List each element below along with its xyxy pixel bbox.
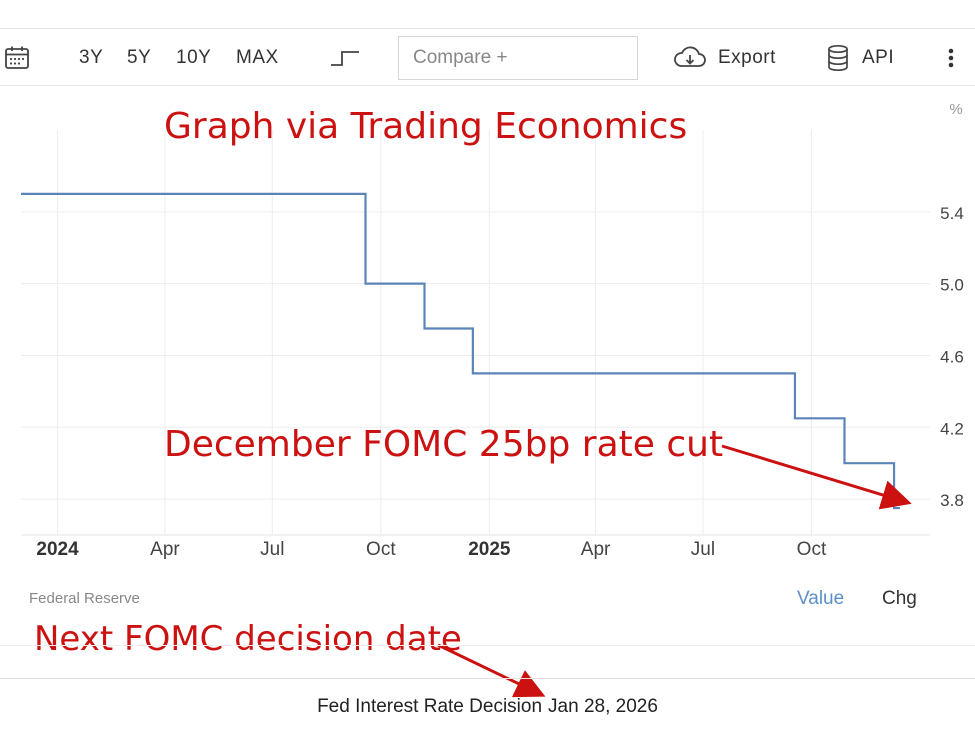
y-unit-label: % — [949, 101, 962, 118]
x-tick-label: Oct — [366, 539, 396, 560]
vertical-dots-icon — [948, 48, 954, 68]
range-max-button[interactable]: MAX — [236, 29, 279, 87]
export-button[interactable]: Export — [672, 29, 776, 87]
source-label: Federal Reserve — [29, 590, 140, 607]
range-3y-label: 3Y — [79, 47, 104, 68]
next-decision-annotation: Next FOMC decision date — [34, 619, 546, 698]
footer-divider-bottom — [0, 678, 975, 679]
step-line-icon — [331, 51, 359, 66]
x-tick-label: 2024 — [36, 539, 79, 560]
chart-type-button[interactable] — [328, 29, 362, 87]
x-tick-label: Jul — [260, 539, 284, 560]
more-options-button[interactable] — [944, 29, 958, 87]
tab-value[interactable]: Value — [797, 588, 845, 609]
x-tick-label: Jul — [691, 539, 715, 560]
y-tick-label: 4.6 — [940, 347, 964, 366]
range-max-label: MAX — [236, 47, 279, 68]
database-icon — [828, 44, 848, 72]
annotation-next-decision: Next FOMC decision date — [34, 619, 462, 659]
x-tick-label: 2025 — [468, 539, 511, 560]
next-decision-arrow — [437, 643, 546, 698]
tab-chg[interactable]: Chg — [882, 588, 917, 609]
api-label: API — [862, 47, 895, 68]
range-5y-label: 5Y — [127, 47, 152, 68]
y-tick-label: 4.2 — [940, 419, 964, 438]
rate-cut-arrow — [721, 444, 912, 510]
range-3y-button[interactable]: 3Y — [79, 29, 103, 87]
x-tick-label: Apr — [150, 539, 180, 560]
annotation-header: Graph via Trading Economics — [164, 106, 687, 147]
x-tick-label: Apr — [581, 539, 611, 560]
range-10y-label: 10Y — [176, 47, 212, 68]
range-10y-button[interactable]: 10Y — [176, 29, 211, 87]
next-decision-row[interactable]: Fed Interest Rate Decision Jan 28, 2026 — [0, 696, 975, 718]
chart-toolbar: 3Y 5Y 10Y MAX Export API — [0, 28, 975, 86]
chart-area: 2024 Apr Jul Oct 2025 Apr Jul Oct 3.8 4.2 4.6 5.0 5… — [21, 101, 964, 560]
y-tick-label: 3.8 — [940, 491, 964, 510]
footer-divider-top — [0, 645, 975, 646]
y-tick-label: 5.4 — [940, 204, 964, 223]
cloud-download-icon — [674, 46, 706, 67]
calendar-icon — [5, 46, 29, 69]
calendar-button[interactable] — [4, 29, 30, 87]
export-label: Export — [718, 47, 776, 68]
rate-series-line — [21, 192, 900, 510]
decision-label: Fed Interest Rate Decision — [317, 696, 543, 717]
top-fragment — [20, 0, 340, 6]
api-button[interactable]: API — [826, 29, 894, 87]
annotation-rate-cut: December FOMC 25bp rate cut — [164, 424, 723, 465]
decision-date: Jan 28, 2026 — [548, 696, 658, 717]
x-tick-label: Oct — [797, 539, 827, 560]
y-tick-label: 5.0 — [940, 276, 964, 295]
compare-input[interactable] — [398, 36, 638, 80]
range-5y-button[interactable]: 5Y — [127, 29, 151, 87]
